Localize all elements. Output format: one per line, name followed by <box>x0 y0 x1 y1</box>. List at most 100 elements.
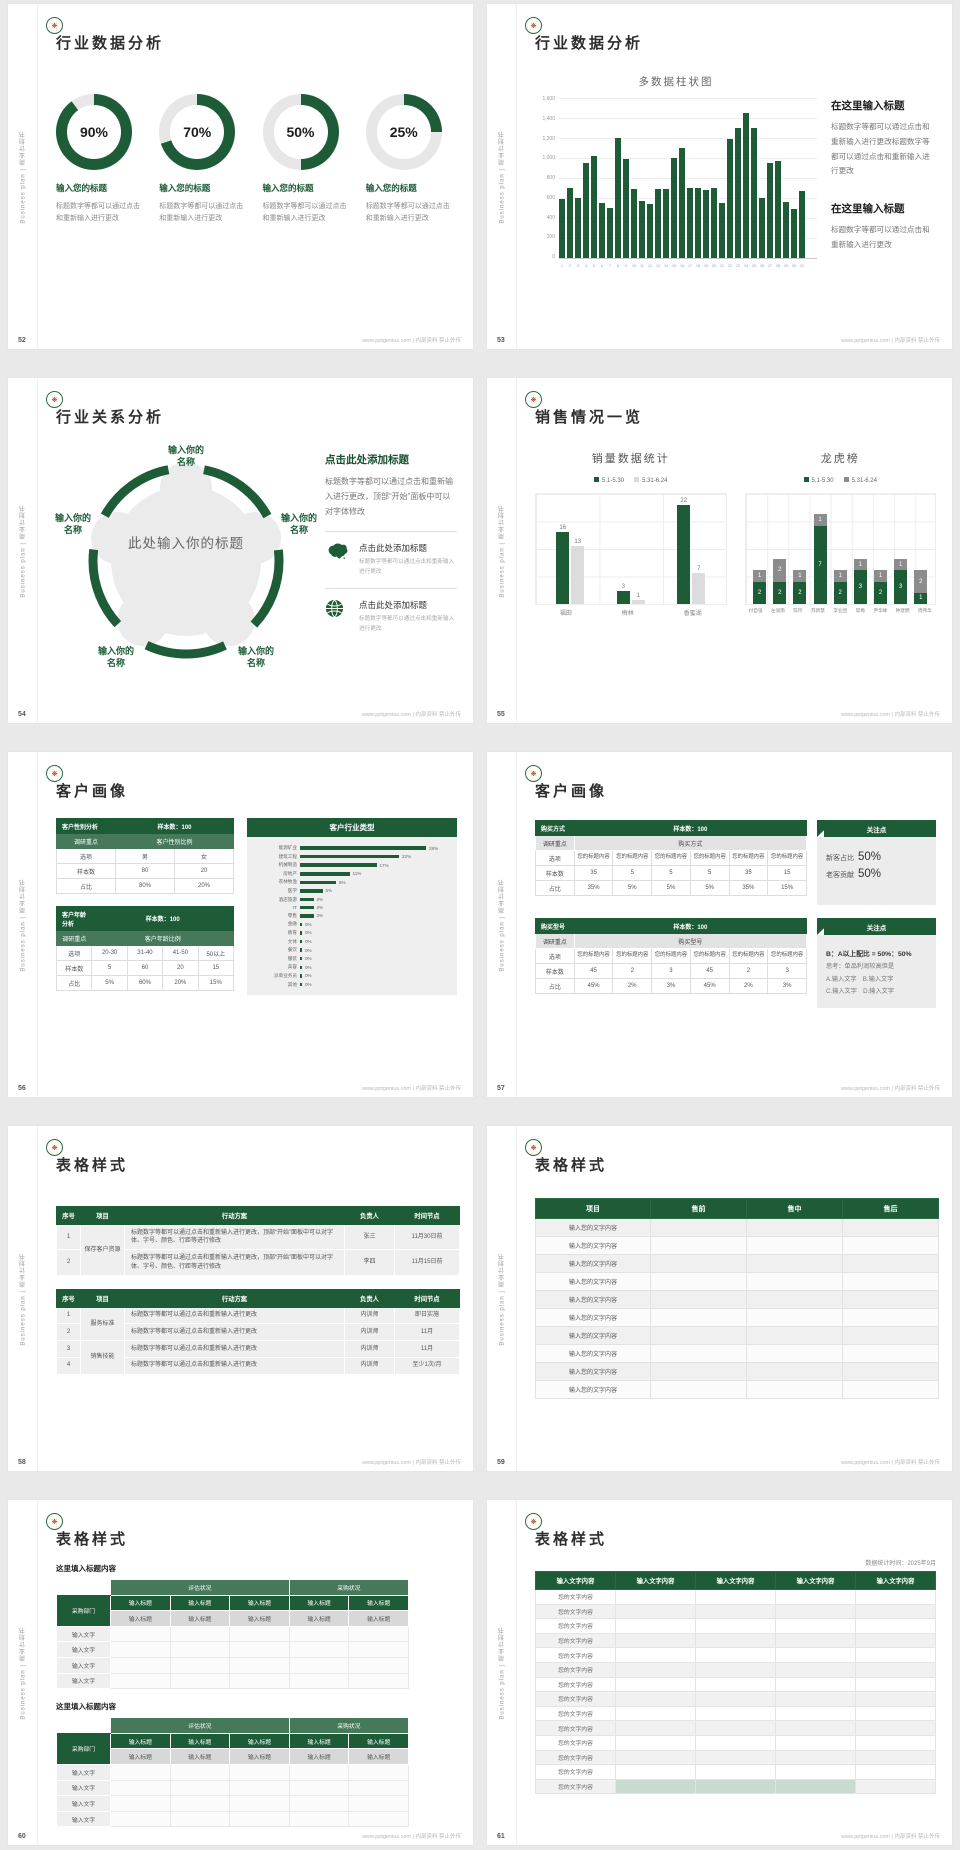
industry-bar-row: 服装 0% <box>255 956 449 962</box>
slide-54-thumbnail[interactable]: Business plan | 商业计划书 ❋ 行业关系分析 此处输入你的标题输… <box>7 377 474 724</box>
slide-59-thumbnail[interactable]: Business plan | 商业计划书 ❋ 表格样式 项目 售前 售中 售后 输入您… <box>486 1125 953 1472</box>
donut-percent: 70% <box>183 124 212 140</box>
industry-bar <box>300 846 426 850</box>
table-row: 您的文字内容 <box>535 1618 936 1634</box>
legend-label: 5.1-5.30 <box>811 478 834 484</box>
slide-61-thumbnail[interactable]: Business plan | 商业计划书 ❋ 表格样式 数据统计时间：2025… <box>486 1499 953 1846</box>
empty-cell <box>110 1641 171 1658</box>
stat-value: 50% <box>858 851 882 863</box>
value-cell: 45% <box>573 978 614 994</box>
empty-cell <box>842 1272 939 1291</box>
empty-cell <box>615 1764 696 1780</box>
table-row: 样本数 5 60 20 15 <box>55 960 235 976</box>
slide-56-thumbnail[interactable]: Business plan | 商业计划书 ❋ 客户画像 客户性别分析 样本数：1… <box>7 751 474 1098</box>
row-number-cell: 1 <box>56 1306 81 1325</box>
donut-item: 70% 输入您的标题 标题数字等都可以通过点击和重新输入进行更改 <box>159 94 250 226</box>
industry-bar <box>300 914 314 918</box>
slide-60-thumbnail[interactable]: Business plan | 商业计划书 ❋ 表格样式 这里填入标题内容 评估状… <box>7 1499 474 1846</box>
sidebar-vertical-text: Business plan | 商业计划书 <box>20 1251 26 1346</box>
table-row: 3 销售技能 标题数字等都可以通过点击和重新输入进行更改 内训师 11月 <box>56 1340 460 1375</box>
plan-cell: 标题数字等都可以通过点击和重新输入进行更改，顶部“开始”面板中可以对字体、字号、… <box>124 1223 345 1251</box>
x-axis: 付自强 左润南 陈玲 苏新慧 李业团 常梅 尹华峰 钟建明 周伟华 <box>745 608 937 614</box>
empty-cell <box>855 1749 936 1766</box>
empty-cell <box>746 1326 843 1345</box>
value-cell: 2% <box>612 978 653 994</box>
table-row: 您的文字内容 <box>535 1778 936 1795</box>
slide-content: 此处输入你的标题 输入你的名称 输入你的名称 输入你的名称 输入你的名称 输入你的名称 点击… <box>55 436 457 705</box>
sidebar-vertical-text: Business plan | 商业计划书 <box>20 1625 26 1720</box>
profile-layout: 客户性别分析 样本数：100 调研重点 客户性别比例 选项男女样本数 80 20 占比 80% 2… <box>55 818 457 996</box>
slide-55-thumbnail[interactable]: Business plan | 商业计划书 ❋ 销售情况一览 销量数据统计 5.1… <box>486 377 953 724</box>
value-cell: 5 <box>651 865 691 881</box>
value-cell: 3% <box>767 978 807 994</box>
bar <box>655 189 661 258</box>
bar <box>783 202 789 258</box>
page-number: 60 <box>18 1833 26 1840</box>
page-title: 表格样式 <box>535 1157 608 1174</box>
data-table: 输入文字内容 输入文字内容 输入文字内容 输入文字内容 输入文字内容 您的文字内容 您的文字… <box>535 1571 936 1795</box>
empty-cell <box>650 1236 747 1255</box>
industry-percent: 3% <box>316 897 324 903</box>
group2-cell: 采购状况 <box>288 1579 409 1596</box>
header-cell: 输入标题 <box>169 1732 231 1750</box>
sidebar-vertical-text: Business plan | 商业计划书 <box>499 129 505 224</box>
x-label: 苏新慧 <box>811 608 825 613</box>
slide-52-thumbnail[interactable]: Business plan | 商业计划书 ❋ 行业数据分析 90% 输入您的标题… <box>7 3 474 350</box>
header-cell: 项目 <box>80 1288 125 1308</box>
empty-cell <box>288 1763 350 1781</box>
table-row: 输入文字 <box>56 1641 409 1658</box>
empty-cell <box>615 1632 696 1649</box>
empty-cell <box>348 1810 409 1828</box>
row-label-cell: 输入您的文字内容 <box>535 1272 651 1291</box>
slide-sidebar: Business plan | 商业计划书 <box>487 1500 517 1845</box>
x-label: 尹华峰 <box>873 608 888 613</box>
value-cell: 45% <box>689 978 730 994</box>
value-cell: 2% <box>728 978 769 994</box>
table-row: 选项 20-30 31-40 41-50 50以上 <box>55 945 235 961</box>
header-cell: 行动方案 <box>124 1206 345 1225</box>
empty-cell <box>110 1810 171 1828</box>
empty-cell <box>229 1656 290 1674</box>
legend-swatch <box>634 477 640 482</box>
table-row: 样本数 35 5 5 5 35 15 <box>535 865 807 881</box>
empty-cell <box>695 1720 776 1736</box>
row-number-cell: 1 <box>56 1223 81 1251</box>
empty-cell <box>842 1308 939 1327</box>
donut-hole: 25% <box>376 105 431 159</box>
relation-paragraph: 标题数字等都可以通过点击和重新输入进行更改，顶部“开始”面板中可以对字体修改 <box>325 477 453 517</box>
slide-57-thumbnail[interactable]: Business plan | 商业计划书 ❋ 客户画像 购买方式 样本数：100… <box>486 751 953 1098</box>
table-row: 输入文字 <box>56 1763 409 1781</box>
empty-cell <box>695 1691 776 1707</box>
industry-percent: 0% <box>305 982 312 987</box>
slide-53-thumbnail[interactable]: Business plan | 商业计划书 ❋ 行业数据分析 多数据柱状图 1,6… <box>486 3 953 350</box>
section-heading: 这里填入标题内容 <box>56 1702 116 1712</box>
empty-cell <box>288 1625 350 1643</box>
table-header-row: 购买方式 样本数：100 <box>535 820 808 836</box>
donut-chart: 25% <box>365 94 442 170</box>
value-cell: 2 <box>612 963 653 979</box>
subheader-cell: 输入标题 <box>110 1748 171 1765</box>
x-tick: 28 <box>776 264 780 268</box>
value-cell: 5% <box>651 880 691 896</box>
slide-sidebar: Business plan | 商业计划书 <box>8 1126 38 1471</box>
industry-bar <box>300 939 302 944</box>
petal-label: 输入你的名称 <box>168 444 205 467</box>
table-gap <box>56 1276 457 1289</box>
slide-sidebar: Business plan | 商业计划书 <box>487 752 517 1097</box>
empty-cell <box>775 1705 856 1722</box>
table-header-row: 购买型号 样本数：100 <box>535 918 808 934</box>
row-label-cell: 输入您的文字内容 <box>535 1326 651 1345</box>
table-row: 输入文字 <box>56 1625 409 1643</box>
x-tick: 17 <box>688 264 692 268</box>
industry-bar <box>300 897 314 902</box>
row-label-cell: 输入您的文字内容 <box>535 1362 651 1381</box>
x-tick: 13 <box>656 264 660 268</box>
table-row: 您的文字内容 <box>535 1647 936 1663</box>
table-row: 2 标题数字等都可以通过点击和重新输入进行更改 内训师 11月 <box>56 1323 460 1342</box>
subheader-cell: 输入标题 <box>169 1610 231 1627</box>
subheader-cell: 输入标题 <box>169 1748 231 1765</box>
header-cell: 序号 <box>56 1288 81 1308</box>
slide-58-thumbnail[interactable]: Business plan | 商业计划书 ❋ 表格样式 序号 项目 行动方案 负责人… <box>7 1125 474 1472</box>
